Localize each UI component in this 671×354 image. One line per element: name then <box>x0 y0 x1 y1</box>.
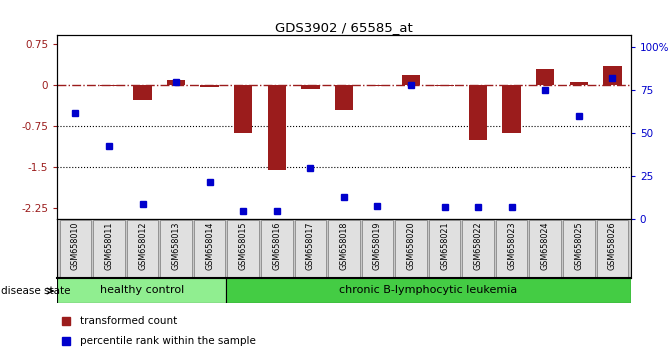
Text: GSM658014: GSM658014 <box>205 221 214 270</box>
Text: GSM658024: GSM658024 <box>541 221 550 270</box>
Text: disease state: disease state <box>1 286 71 296</box>
Text: GSM658019: GSM658019 <box>373 221 382 270</box>
Text: GSM658013: GSM658013 <box>172 221 180 270</box>
Bar <box>93 220 125 277</box>
Bar <box>402 75 420 85</box>
Text: GSM658023: GSM658023 <box>507 221 516 270</box>
Bar <box>57 278 226 303</box>
Bar <box>100 85 118 86</box>
Bar <box>301 85 319 89</box>
Text: GSM658020: GSM658020 <box>407 221 415 270</box>
Bar <box>570 82 588 85</box>
Bar <box>395 220 427 277</box>
Bar <box>60 220 91 277</box>
Text: GSM658012: GSM658012 <box>138 221 147 270</box>
Bar <box>328 220 360 277</box>
Bar <box>268 85 286 170</box>
Title: GDS3902 / 65585_at: GDS3902 / 65585_at <box>275 21 413 34</box>
Text: GSM658017: GSM658017 <box>306 221 315 270</box>
Text: chronic B-lymphocytic leukemia: chronic B-lymphocytic leukemia <box>340 285 518 295</box>
Text: GSM658015: GSM658015 <box>239 221 248 270</box>
Bar <box>536 69 554 85</box>
Bar <box>227 220 259 277</box>
Text: percentile rank within the sample: percentile rank within the sample <box>80 336 256 346</box>
Bar <box>295 220 326 277</box>
Bar <box>429 220 460 277</box>
Bar <box>496 220 527 277</box>
Text: GSM658022: GSM658022 <box>474 221 482 270</box>
Bar <box>503 85 521 133</box>
Bar <box>563 220 595 277</box>
Bar <box>368 85 386 86</box>
Text: healthy control: healthy control <box>99 285 184 295</box>
Text: GSM658011: GSM658011 <box>105 221 113 270</box>
Bar <box>435 85 454 86</box>
Text: GSM658025: GSM658025 <box>574 221 583 270</box>
Bar <box>201 85 219 87</box>
Bar <box>603 65 621 85</box>
Bar <box>234 85 252 133</box>
Bar <box>227 278 631 303</box>
Text: GSM658026: GSM658026 <box>608 221 617 270</box>
Text: GSM658010: GSM658010 <box>71 221 80 270</box>
Bar <box>529 220 561 277</box>
Bar <box>597 220 628 277</box>
Bar <box>167 80 185 85</box>
Text: GSM658018: GSM658018 <box>340 221 348 270</box>
Text: GSM658016: GSM658016 <box>272 221 281 270</box>
Bar <box>469 85 487 140</box>
Bar <box>194 220 225 277</box>
Bar <box>127 220 158 277</box>
Bar <box>462 220 494 277</box>
Bar <box>335 85 353 110</box>
Bar <box>362 220 393 277</box>
Text: GSM658021: GSM658021 <box>440 221 449 270</box>
Bar <box>160 220 192 277</box>
Text: transformed count: transformed count <box>80 316 177 326</box>
Bar <box>261 220 293 277</box>
Bar <box>134 85 152 100</box>
